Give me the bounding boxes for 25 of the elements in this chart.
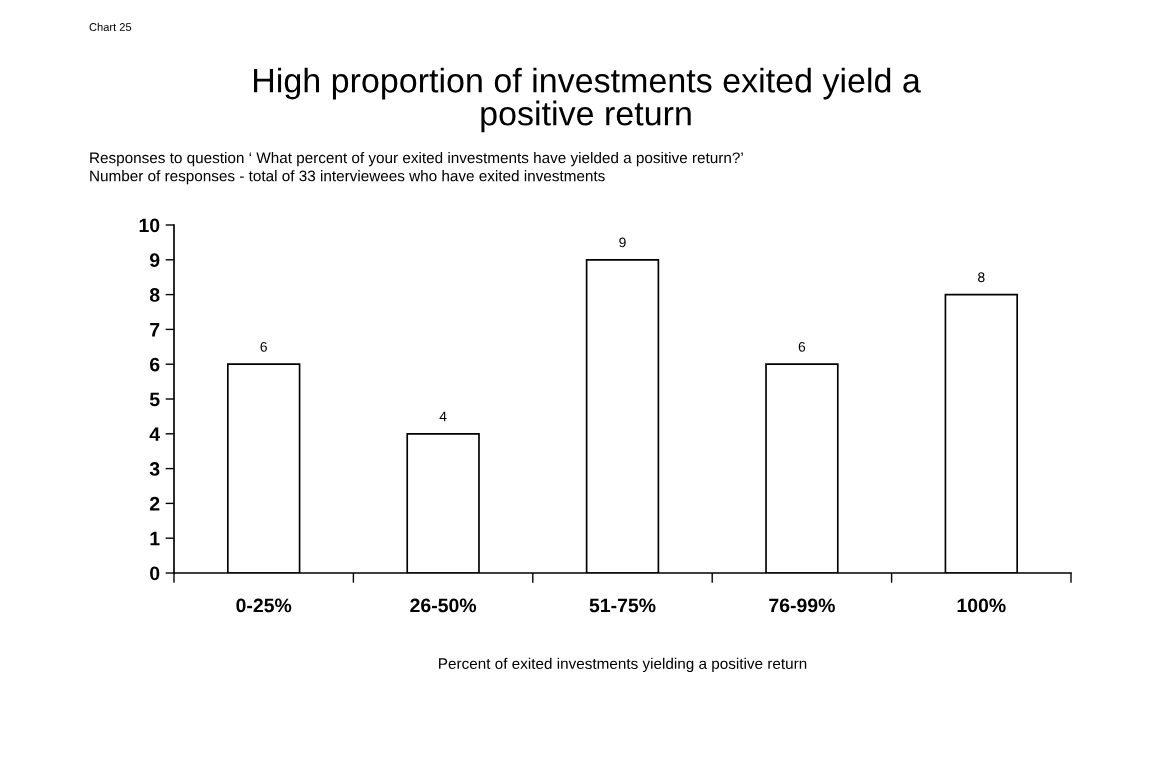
y-tick-label: 3: [149, 462, 160, 476]
y-tick-label: 7: [150, 323, 160, 337]
y-tick-label: 10: [139, 218, 160, 233]
chart-subtitle: Responses to question ‘ What percent of your exited investments have yielded a positive return?’ Number of responses - total of 33 interviewees who have exited investments: [90, 152, 743, 185]
y-tick-label: 8: [149, 288, 160, 302]
y-tick-label: 9: [149, 253, 160, 268]
x-tick-label: 100%: [957, 598, 1006, 613]
chart-title: High proportion of investments exited yield a positive return: [254, 67, 921, 133]
y-tick-label: 2: [149, 496, 160, 511]
data-label: 6: [798, 341, 806, 352]
x-tick-label: 0-25%: [236, 598, 292, 613]
y-tick-label: 1: [150, 531, 160, 546]
y-tick-label: 6: [150, 357, 160, 372]
data-label: 9: [619, 237, 626, 248]
caption: Chart 25: [89, 22, 132, 31]
data-label: 4: [439, 411, 447, 422]
x-tick-label: 76-99%: [769, 598, 835, 613]
x-tick-label: 51-75%: [589, 598, 656, 613]
y-tick-label: 4: [149, 427, 161, 441]
x-axis-title: Percent of exited investments yielding a positive return: [439, 657, 807, 673]
x-tick-label: 26-50%: [410, 598, 477, 613]
y-tick-label: 5: [149, 392, 160, 407]
data-label: 6: [260, 341, 267, 352]
data-label: 8: [978, 272, 985, 283]
y-tick-label: 0: [150, 566, 160, 581]
